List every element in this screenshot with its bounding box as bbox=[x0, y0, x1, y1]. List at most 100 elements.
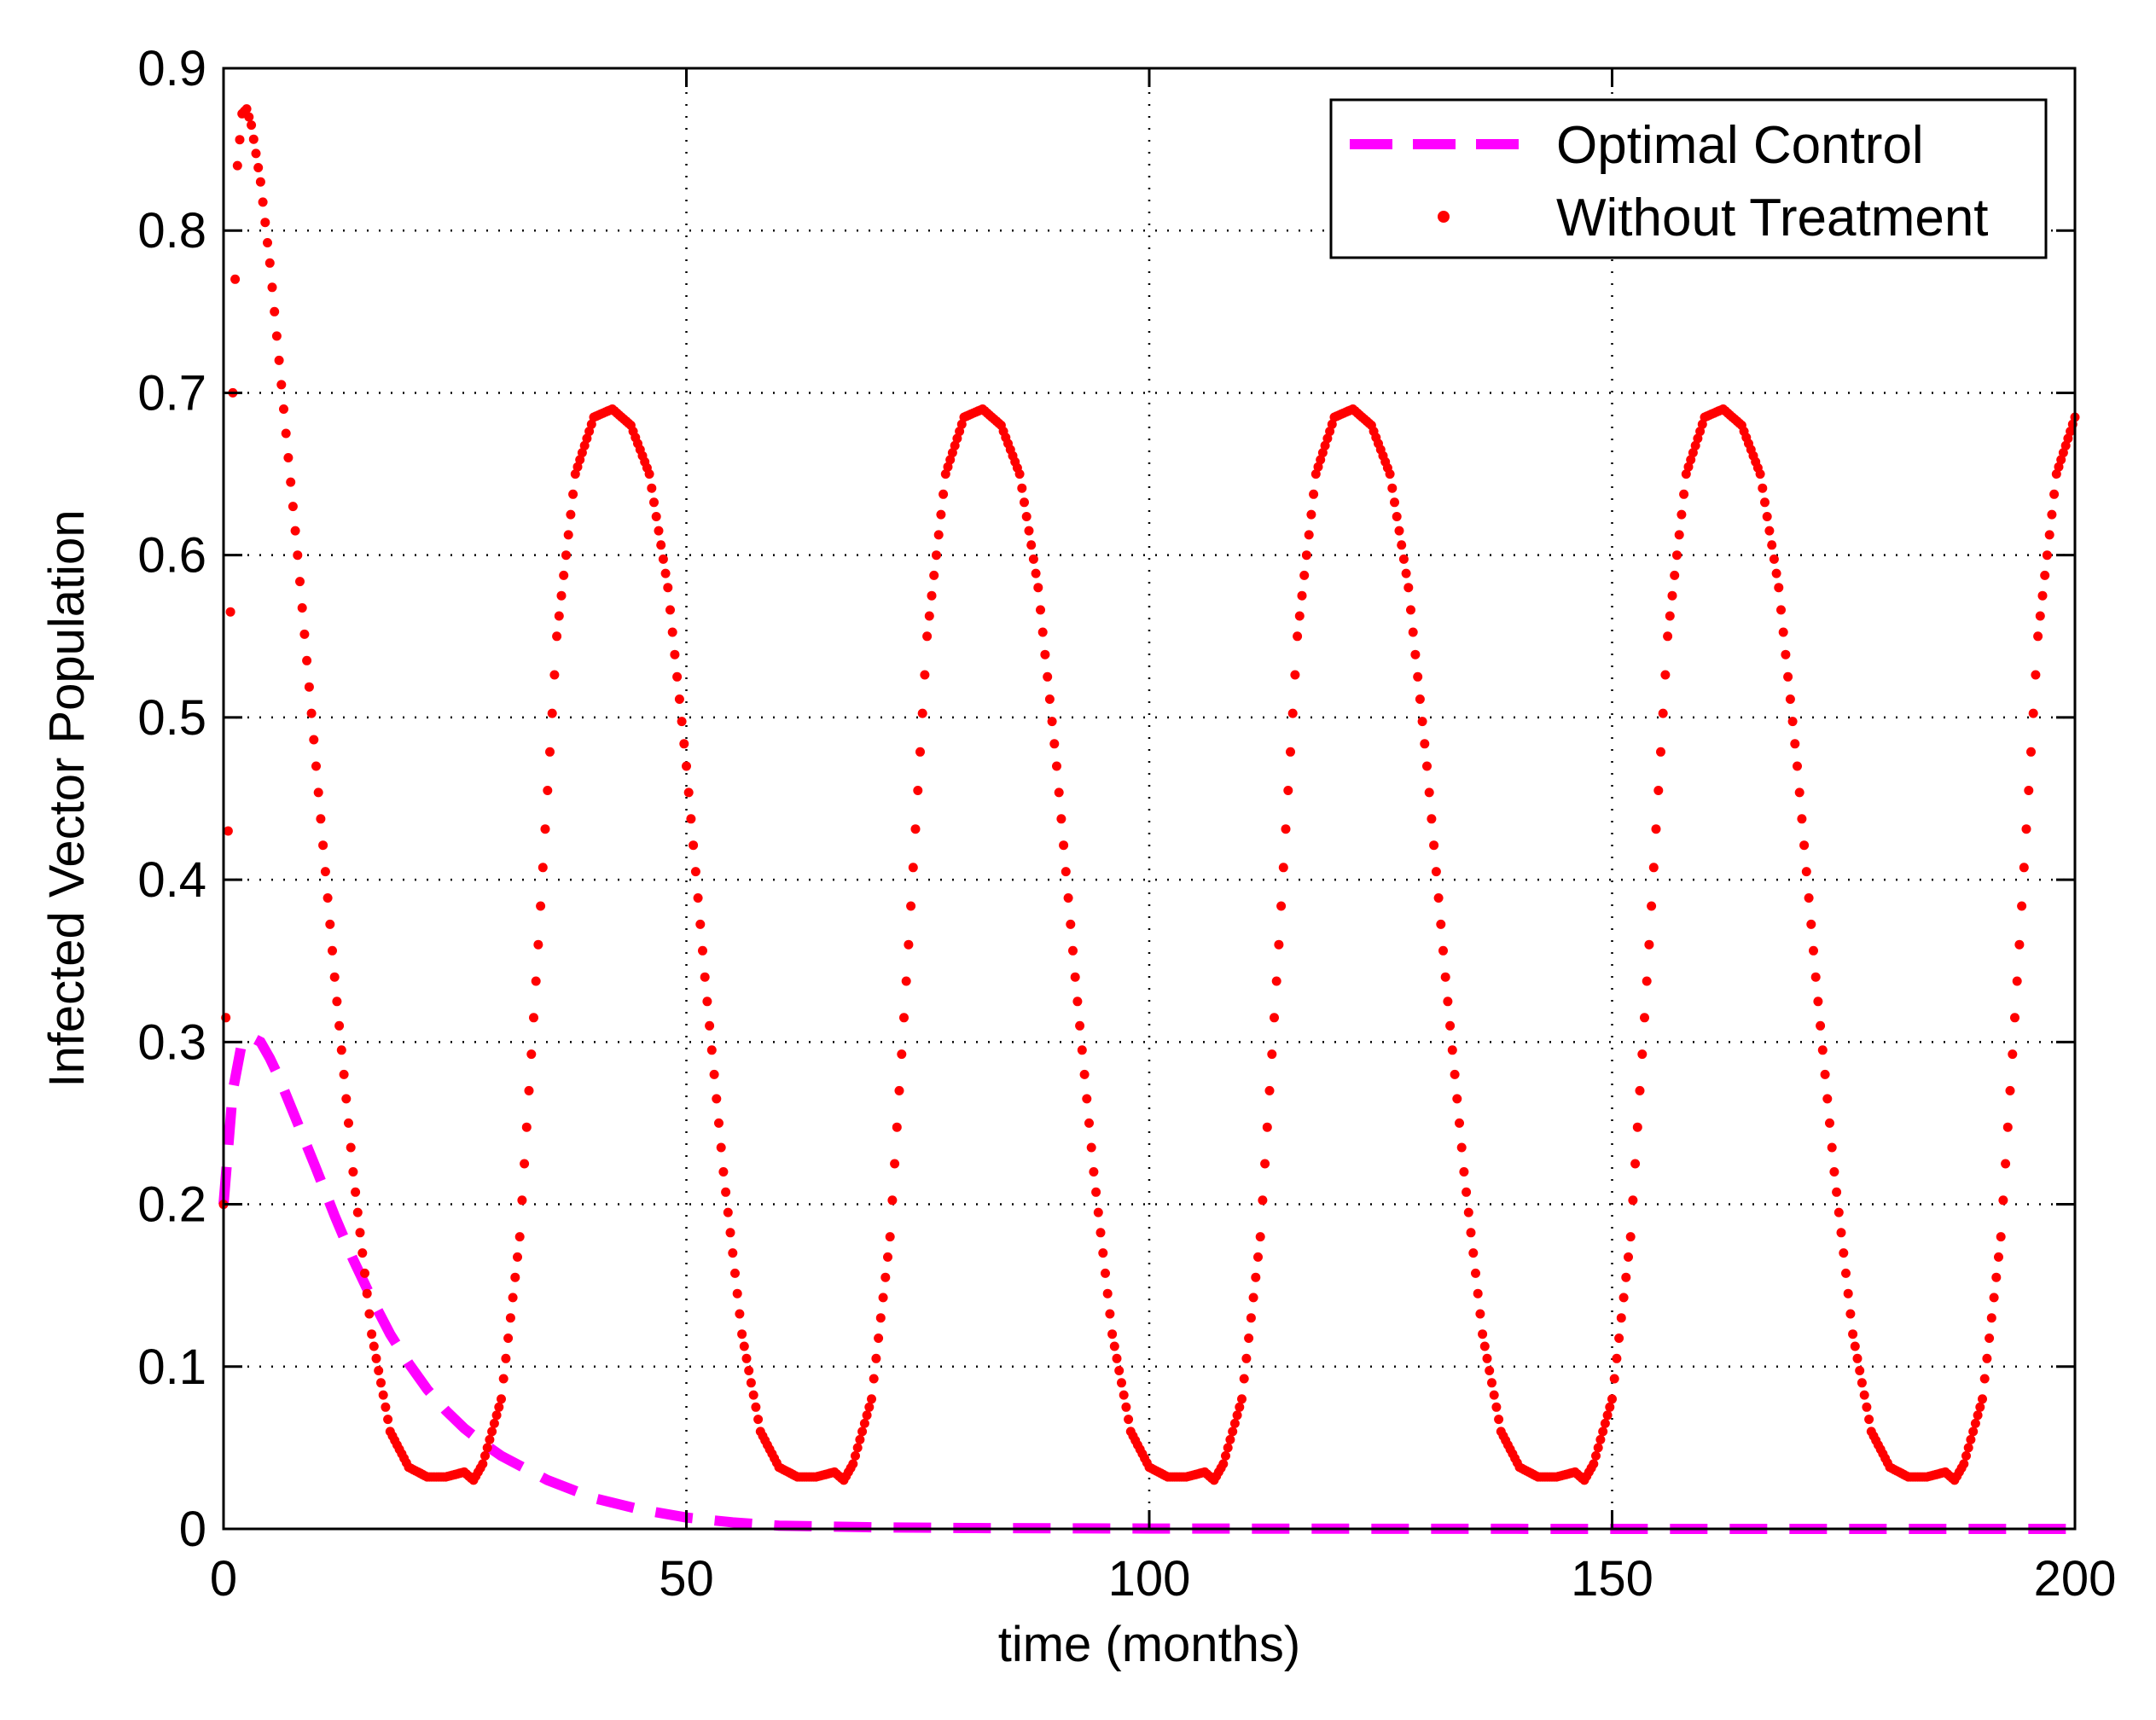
point-without-treatment bbox=[545, 747, 555, 757]
point-without-treatment bbox=[2028, 708, 2038, 718]
point-without-treatment bbox=[1850, 1341, 1860, 1351]
point-without-treatment bbox=[1037, 627, 1048, 637]
point-without-treatment bbox=[1605, 1402, 1615, 1412]
point-without-treatment bbox=[1059, 840, 1069, 851]
point-without-treatment bbox=[521, 1122, 532, 1132]
point-without-treatment bbox=[1970, 1418, 1980, 1428]
point-without-treatment bbox=[748, 1390, 758, 1400]
point-without-treatment bbox=[283, 453, 293, 462]
point-without-treatment bbox=[1771, 568, 1781, 578]
point-without-treatment bbox=[1072, 997, 1083, 1007]
point-without-treatment bbox=[304, 682, 314, 692]
point-without-treatment bbox=[908, 863, 918, 873]
point-without-treatment bbox=[556, 590, 567, 601]
point-without-treatment bbox=[355, 1228, 365, 1238]
point-without-treatment bbox=[1091, 1187, 1101, 1197]
point-without-treatment bbox=[584, 427, 595, 437]
point-without-treatment bbox=[362, 1288, 372, 1299]
point-without-treatment bbox=[1845, 1309, 1856, 1319]
point-without-treatment bbox=[1833, 1207, 1844, 1217]
point-without-treatment bbox=[1832, 1187, 1842, 1197]
point-without-treatment bbox=[892, 1122, 902, 1132]
point-without-treatment bbox=[480, 1450, 490, 1461]
point-without-treatment bbox=[508, 1293, 518, 1303]
point-without-treatment bbox=[1963, 1443, 1973, 1453]
y-tick-label: 0.3 bbox=[137, 1014, 206, 1070]
point-without-treatment bbox=[1463, 1207, 1473, 1217]
point-without-treatment bbox=[510, 1272, 520, 1282]
point-without-treatment bbox=[852, 1443, 863, 1453]
point-without-treatment bbox=[1093, 1207, 1103, 1217]
point-without-treatment bbox=[1107, 1329, 1118, 1339]
point-without-treatment bbox=[1459, 1167, 1469, 1177]
point-without-treatment bbox=[1679, 489, 1689, 499]
point-without-treatment bbox=[1287, 708, 1298, 718]
point-without-treatment bbox=[491, 1410, 502, 1421]
point-without-treatment bbox=[1616, 1313, 1626, 1323]
point-without-treatment bbox=[1473, 1288, 1483, 1299]
point-without-treatment bbox=[383, 1415, 393, 1425]
point-without-treatment bbox=[1244, 1334, 1254, 1343]
point-without-treatment bbox=[2037, 590, 2048, 601]
point-without-treatment bbox=[1089, 1167, 1099, 1177]
point-without-treatment bbox=[225, 607, 235, 617]
point-without-treatment bbox=[1447, 1045, 1457, 1055]
point-without-treatment bbox=[311, 761, 321, 771]
point-without-treatment bbox=[1839, 1248, 1849, 1258]
point-without-treatment bbox=[1260, 1159, 1270, 1169]
point-without-treatment bbox=[1681, 469, 1691, 479]
point-without-treatment bbox=[288, 502, 298, 512]
point-without-treatment bbox=[1086, 1142, 1096, 1153]
point-without-treatment bbox=[485, 1434, 495, 1444]
point-without-treatment bbox=[1485, 1366, 1495, 1375]
point-without-treatment bbox=[705, 1020, 715, 1031]
point-without-treatment bbox=[531, 976, 541, 986]
point-without-treatment bbox=[2040, 570, 2050, 580]
point-without-treatment bbox=[952, 433, 962, 444]
point-without-treatment bbox=[1614, 1334, 1624, 1343]
point-without-treatment bbox=[1043, 671, 1053, 682]
point-without-treatment bbox=[1420, 739, 1430, 749]
point-without-treatment bbox=[1320, 440, 1330, 450]
point-without-treatment bbox=[1994, 1252, 2003, 1262]
point-without-treatment bbox=[1239, 1374, 1249, 1384]
point-without-treatment bbox=[1040, 649, 1050, 660]
point-without-treatment bbox=[1390, 497, 1399, 508]
point-without-treatment bbox=[1767, 540, 1777, 550]
point-without-treatment bbox=[2001, 1159, 2011, 1169]
point-without-treatment bbox=[1647, 901, 1657, 911]
point-without-treatment bbox=[517, 1195, 527, 1206]
point-without-treatment bbox=[1049, 739, 1060, 749]
point-without-treatment bbox=[871, 1353, 881, 1363]
point-without-treatment bbox=[1637, 1049, 1648, 1060]
point-without-treatment bbox=[554, 611, 564, 621]
point-without-treatment bbox=[1223, 1443, 1233, 1453]
point-without-treatment bbox=[1864, 1415, 1874, 1425]
point-without-treatment bbox=[1255, 1232, 1265, 1242]
point-without-treatment bbox=[1975, 1402, 1985, 1412]
point-without-treatment bbox=[682, 761, 691, 771]
point-without-treatment bbox=[2008, 1049, 2018, 1060]
point-without-treatment bbox=[1794, 787, 1804, 798]
point-without-treatment bbox=[339, 1069, 349, 1079]
point-without-treatment bbox=[897, 1049, 907, 1060]
point-without-treatment bbox=[741, 1353, 752, 1363]
point-without-treatment bbox=[1061, 867, 1071, 877]
y-tick-label: 0.5 bbox=[137, 690, 206, 746]
point-without-treatment bbox=[1427, 814, 1437, 824]
point-without-treatment bbox=[1241, 1353, 1252, 1363]
point-without-treatment bbox=[1825, 1118, 1834, 1128]
point-without-treatment bbox=[1653, 786, 1664, 795]
point-without-treatment bbox=[725, 1228, 735, 1238]
point-without-treatment bbox=[1438, 945, 1448, 956]
point-without-treatment bbox=[660, 568, 671, 578]
point-without-treatment bbox=[2002, 1122, 2013, 1132]
point-without-treatment bbox=[1462, 1187, 1472, 1197]
point-without-treatment bbox=[1852, 1353, 1863, 1363]
point-without-treatment bbox=[309, 735, 319, 745]
point-without-treatment bbox=[1309, 489, 1319, 499]
point-without-treatment bbox=[744, 1366, 754, 1375]
point-without-treatment bbox=[563, 530, 573, 540]
point-without-treatment bbox=[1790, 739, 1800, 749]
point-without-treatment bbox=[1232, 1410, 1242, 1421]
